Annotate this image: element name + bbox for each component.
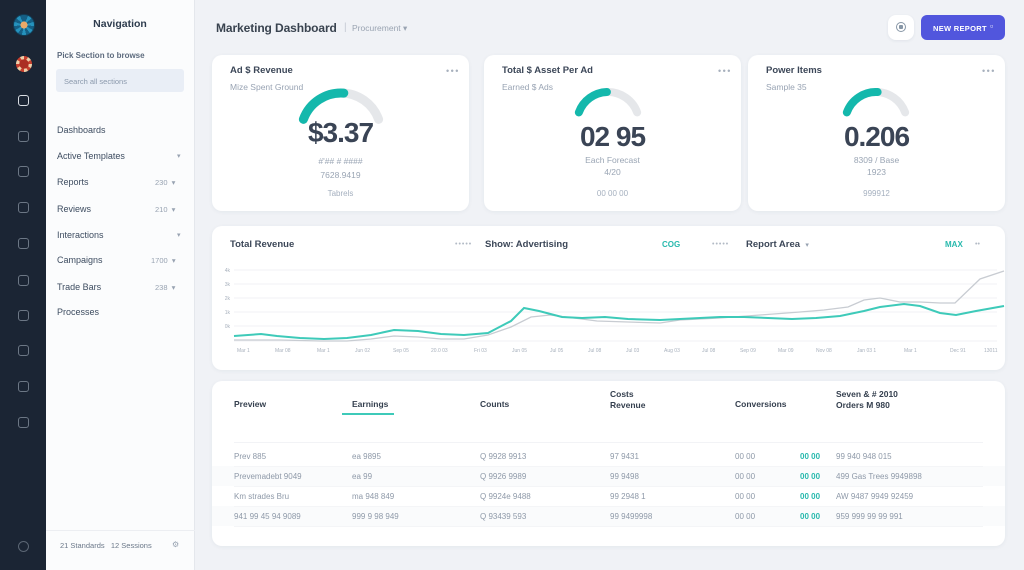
svg-text:Jul 08: Jul 08 bbox=[702, 348, 716, 354]
svg-text:Aug 03: Aug 03 bbox=[664, 348, 680, 354]
svg-text:1k: 1k bbox=[225, 310, 231, 316]
svg-text:13011: 13011 bbox=[984, 348, 998, 354]
svg-text:4k: 4k bbox=[225, 268, 231, 274]
svg-text:3k: 3k bbox=[225, 282, 231, 288]
svg-text:Jul 08: Jul 08 bbox=[588, 348, 602, 354]
svg-text:Mar 1: Mar 1 bbox=[904, 348, 917, 354]
svg-text:Jul 05: Jul 05 bbox=[550, 348, 564, 354]
svg-text:Fri 03: Fri 03 bbox=[474, 348, 487, 354]
svg-text:Nov 08: Nov 08 bbox=[816, 348, 832, 354]
svg-text:2k: 2k bbox=[225, 296, 231, 302]
svg-text:0k: 0k bbox=[225, 324, 231, 330]
svg-text:Jul 03: Jul 03 bbox=[626, 348, 640, 354]
svg-text:Jun 05: Jun 05 bbox=[512, 348, 527, 354]
svg-text:Sep 09: Sep 09 bbox=[740, 348, 756, 354]
svg-text:Mar 09: Mar 09 bbox=[778, 348, 794, 354]
svg-text:Mar 08: Mar 08 bbox=[275, 348, 291, 354]
svg-text:Dec 91: Dec 91 bbox=[950, 348, 966, 354]
svg-text:Mar 1: Mar 1 bbox=[317, 348, 330, 354]
svg-text:Mar 1: Mar 1 bbox=[237, 348, 250, 354]
svg-text:Jan 03 1: Jan 03 1 bbox=[857, 348, 876, 354]
svg-text:Jun 02: Jun 02 bbox=[355, 348, 370, 354]
svg-text:20.0 03: 20.0 03 bbox=[431, 348, 448, 354]
svg-text:Sep 05: Sep 05 bbox=[393, 348, 409, 354]
